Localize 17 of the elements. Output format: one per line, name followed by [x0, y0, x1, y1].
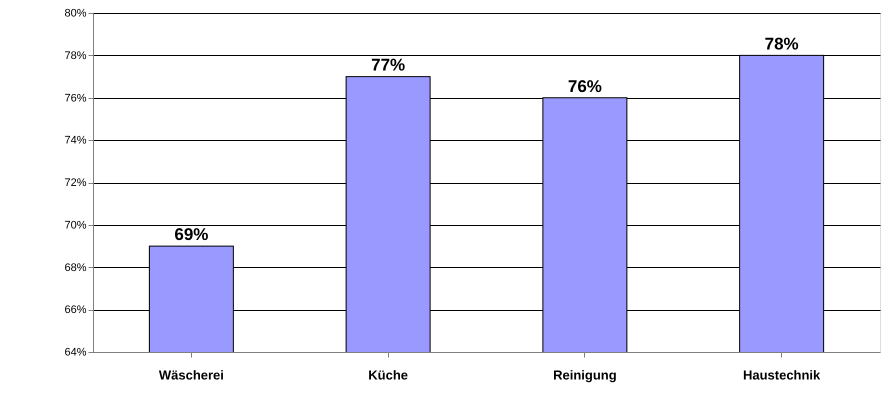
data-label: 78% [764, 34, 799, 54]
data-label: 76% [568, 76, 602, 96]
data-label: 69% [174, 225, 208, 244]
y-tick-label: 80% [64, 8, 87, 20]
x-tick-label: Haustechnik [742, 368, 822, 382]
x-tick-label: Reinigung [553, 368, 617, 382]
y-tick-label: 68% [64, 262, 87, 274]
data-label: 77% [371, 56, 406, 75]
y-tick-label: 74% [64, 134, 87, 147]
y-tick-label: 78% [64, 50, 87, 62]
y-tick-label: 70% [64, 219, 87, 232]
y-tick-label: 66% [64, 304, 87, 316]
y-tick-label: 64% [64, 346, 87, 358]
y-tick-label: 76% [64, 92, 87, 104]
x-tick-label: Wäscherei [158, 368, 224, 382]
x-tick-label: Küche [368, 368, 408, 382]
y-tick-label: 72% [64, 177, 87, 189]
